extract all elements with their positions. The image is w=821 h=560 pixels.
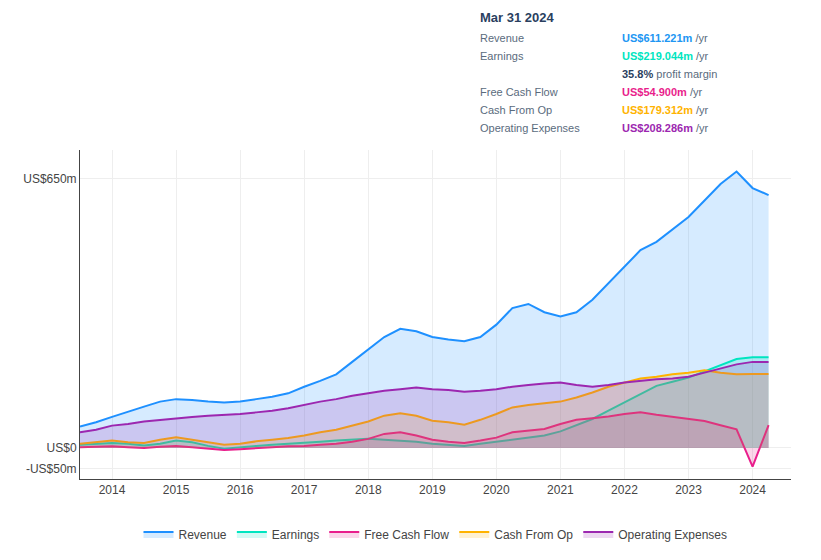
svg-text:Earnings: Earnings [480, 50, 524, 62]
svg-text:2016: 2016 [227, 483, 254, 497]
svg-text:2022: 2022 [611, 483, 638, 497]
svg-text:2018: 2018 [355, 483, 382, 497]
svg-text:2023: 2023 [675, 483, 702, 497]
svg-text:Cash From Op: Cash From Op [480, 104, 552, 116]
svg-text:35.8% profit margin: 35.8% profit margin [622, 68, 717, 80]
svg-text:US$179.312m /yr: US$179.312m /yr [622, 104, 709, 116]
svg-text:Operating Expenses: Operating Expenses [618, 528, 727, 542]
svg-text:2021: 2021 [547, 483, 574, 497]
svg-text:Mar 31 2024: Mar 31 2024 [480, 10, 554, 25]
svg-text:US$0: US$0 [47, 441, 77, 455]
svg-text:Revenue: Revenue [179, 528, 227, 542]
svg-text:Free Cash Flow: Free Cash Flow [480, 86, 558, 98]
svg-text:2024: 2024 [739, 483, 766, 497]
svg-text:Free Cash Flow: Free Cash Flow [364, 528, 449, 542]
svg-text:US$611.221m /yr: US$611.221m /yr [622, 32, 708, 44]
svg-text:2020: 2020 [483, 483, 510, 497]
svg-text:US$208.286m /yr: US$208.286m /yr [622, 122, 709, 134]
svg-text:2019: 2019 [419, 483, 446, 497]
svg-text:US$54.900m /yr: US$54.900m /yr [622, 86, 702, 98]
svg-text:2014: 2014 [99, 483, 126, 497]
svg-text:US$650m: US$650m [23, 172, 76, 186]
svg-text:2017: 2017 [291, 483, 318, 497]
svg-text:Cash From Op: Cash From Op [494, 528, 573, 542]
svg-text:Earnings: Earnings [272, 528, 319, 542]
svg-text:Revenue: Revenue [480, 32, 524, 44]
svg-text:2015: 2015 [163, 483, 190, 497]
svg-text:-US$50m: -US$50m [26, 462, 77, 476]
svg-text:Operating Expenses: Operating Expenses [480, 122, 580, 134]
svg-text:US$219.044m /yr: US$219.044m /yr [622, 50, 709, 62]
